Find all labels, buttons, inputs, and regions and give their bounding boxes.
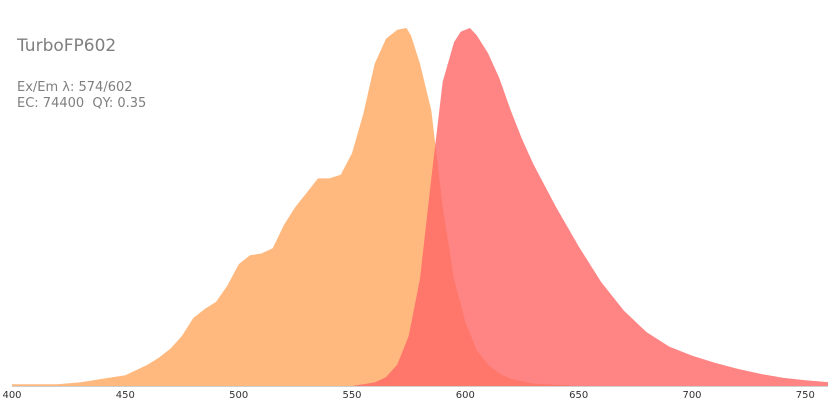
x-tick-label: 450 xyxy=(116,390,135,401)
x-tick-label: 650 xyxy=(569,390,588,401)
chart-title: TurboFP602 xyxy=(17,36,117,56)
series-area-emission xyxy=(352,28,828,386)
x-tick-label: 750 xyxy=(796,390,815,401)
x-tick-label: 500 xyxy=(229,390,248,401)
x-tick-label: 550 xyxy=(342,390,361,401)
x-tick-label: 700 xyxy=(682,390,701,401)
x-tick-label: 400 xyxy=(2,390,21,401)
ex-em-label: Ex/Em λ: 574/602 xyxy=(17,80,133,95)
x-axis: 400 450 500 550 600 650 700 750 xyxy=(2,386,828,401)
ec-qy-label: EC: 74400 QY: 0.35 xyxy=(17,96,147,111)
x-tick-label: 600 xyxy=(456,390,475,401)
series-areas xyxy=(12,28,828,386)
